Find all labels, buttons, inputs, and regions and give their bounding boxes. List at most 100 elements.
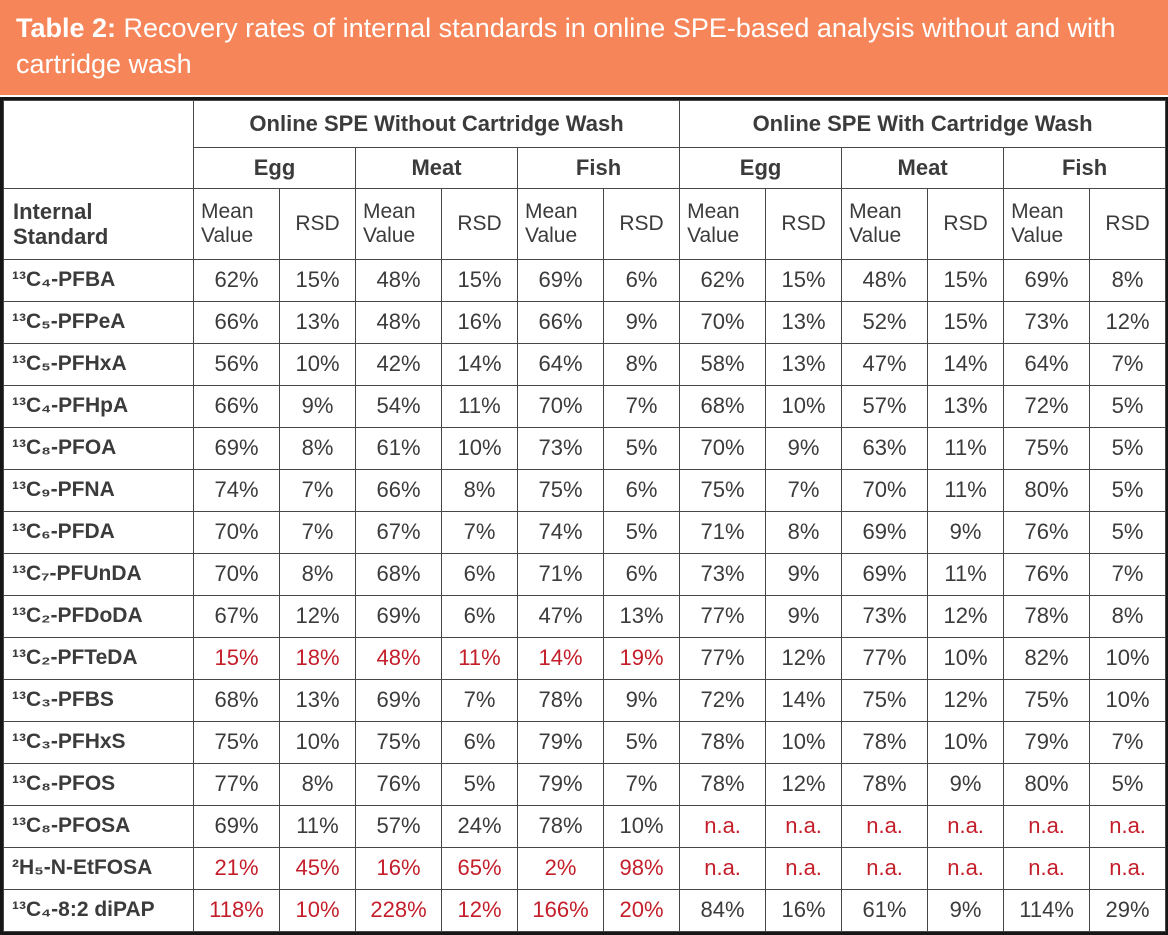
- value-cell: 8%: [279, 762, 356, 806]
- value-cell: 75%: [1003, 426, 1091, 470]
- value-cell: 8%: [441, 468, 518, 512]
- value-cell: n.a.: [841, 804, 929, 848]
- value-cell: 76%: [355, 762, 442, 806]
- value-cell: 6%: [441, 552, 518, 596]
- value-cell: 15%: [279, 258, 356, 302]
- value-cell: 19%: [602, 636, 681, 680]
- value-cell: 70%: [517, 384, 604, 428]
- value-cell: 11%: [441, 384, 518, 428]
- value-cell: 10%: [927, 636, 1005, 680]
- value-cell: 7%: [602, 384, 681, 428]
- value-cell: 78%: [1003, 594, 1091, 638]
- value-cell: 11%: [279, 804, 356, 848]
- value-cell: 78%: [517, 678, 604, 722]
- value-cell: 47%: [517, 594, 604, 638]
- value-cell: 16%: [355, 846, 442, 890]
- value-cell: 16%: [765, 888, 843, 932]
- value-cell: 78%: [841, 720, 929, 764]
- rsd-header: RSD: [927, 187, 1005, 260]
- table-row: ¹³C₄-PFBA 62% 15% 48% 15% 69% 6% 62% 15% 48% 15% 69…: [3, 258, 1167, 302]
- value-cell: 15%: [193, 636, 280, 680]
- value-cell: 10%: [279, 342, 356, 386]
- value-cell: 79%: [517, 762, 604, 806]
- table-row: ¹³C₈-PFOA 69% 8% 61% 10% 73% 5% 70% 9% 63% 11% 75% 5…: [3, 426, 1167, 470]
- table-row: ¹³C₂-PFTeDA 15% 18% 48% 11% 14% 19% 77% 12% 77% 10…: [3, 636, 1167, 680]
- value-cell: n.a.: [1003, 804, 1091, 848]
- value-cell: 9%: [927, 762, 1005, 806]
- value-cell: 78%: [679, 762, 767, 806]
- value-cell: 8%: [1089, 258, 1167, 302]
- value-cell: 75%: [1003, 678, 1091, 722]
- value-cell: 79%: [517, 720, 604, 764]
- table-head: Online SPE Without Cartridge Wash Online…: [3, 99, 1167, 260]
- value-cell: 20%: [602, 888, 681, 932]
- table-body: ¹³C₄-PFBA 62% 15% 48% 15% 69% 6% 62% 15% 48% 15% 69…: [3, 258, 1167, 932]
- rsd-header: RSD: [279, 187, 356, 260]
- value-cell: 8%: [1089, 594, 1167, 638]
- value-cell: 71%: [679, 510, 767, 554]
- value-cell: n.a.: [679, 804, 767, 848]
- rsd-header: RSD: [441, 187, 518, 260]
- value-cell: 68%: [355, 552, 442, 596]
- value-cell: 6%: [441, 720, 518, 764]
- value-cell: 76%: [1003, 552, 1091, 596]
- table-row: ¹³C₈-PFOS 77% 8% 76% 5% 79% 7% 78% 12% 78% 9% 80% 5%: [3, 762, 1167, 806]
- value-cell: 8%: [602, 342, 681, 386]
- value-cell: 9%: [765, 552, 843, 596]
- sample-header-meat: Meat: [355, 146, 518, 189]
- value-cell: 42%: [355, 342, 442, 386]
- value-cell: 6%: [602, 552, 681, 596]
- rsd-header: RSD: [1089, 187, 1167, 260]
- value-cell: 64%: [1003, 342, 1091, 386]
- value-cell: 21%: [193, 846, 280, 890]
- value-cell: 10%: [602, 804, 681, 848]
- internal-standard-name: ¹³C₆-PFDA: [3, 510, 194, 554]
- table-row: ¹³C₃-PFBS 68% 13% 69% 7% 78% 9% 72% 14% 75% 12% 75%…: [3, 678, 1167, 722]
- value-cell: 75%: [355, 720, 442, 764]
- table-row: ²H₅-N-EtFOSA 21% 45% 16% 65% 2% 98% n.a. n.a. n.a…: [3, 846, 1167, 890]
- value-cell: 73%: [1003, 300, 1091, 344]
- group-header-without-wash: Online SPE Without Cartridge Wash: [192, 99, 681, 148]
- mean-value-header: Mean Value: [193, 187, 280, 260]
- value-cell: 69%: [1003, 258, 1091, 302]
- value-cell: n.a.: [765, 804, 843, 848]
- value-cell: 72%: [679, 678, 767, 722]
- value-cell: 10%: [927, 720, 1005, 764]
- value-cell: 7%: [602, 762, 681, 806]
- value-cell: 5%: [1089, 426, 1167, 470]
- value-cell: 74%: [517, 510, 604, 554]
- value-cell: 74%: [193, 468, 280, 512]
- value-cell: 77%: [841, 636, 929, 680]
- value-cell: 114%: [1003, 888, 1091, 932]
- value-cell: 75%: [193, 720, 280, 764]
- value-cell: 57%: [841, 384, 929, 428]
- mean-value-header: Mean Value: [679, 187, 767, 260]
- value-cell: 7%: [441, 678, 518, 722]
- internal-standard-name: ¹³C₂-PFDoDA: [3, 594, 194, 638]
- rsd-header: RSD: [602, 187, 681, 260]
- value-cell: 64%: [517, 342, 604, 386]
- value-cell: n.a.: [1089, 846, 1167, 890]
- value-cell: 6%: [602, 258, 681, 302]
- table-row: ¹³C₂-PFDoDA 67% 12% 69% 6% 47% 13% 77% 9% 73% 12% 7…: [3, 594, 1167, 638]
- value-cell: n.a.: [765, 846, 843, 890]
- recovery-rates-table: Online SPE Without Cartridge Wash Online…: [3, 99, 1167, 932]
- internal-standard-name: ²H₅-N-EtFOSA: [3, 846, 194, 890]
- internal-standard-name: ¹³C₈-PFOSA: [3, 804, 194, 848]
- sample-header-fish: Fish: [516, 146, 681, 189]
- value-cell: 70%: [841, 468, 929, 512]
- value-cell: 7%: [765, 468, 843, 512]
- sample-header-meat: Meat: [841, 146, 1005, 189]
- value-cell: 7%: [279, 510, 356, 554]
- value-cell: 5%: [1089, 468, 1167, 512]
- value-cell: 13%: [927, 384, 1005, 428]
- value-cell: 7%: [1089, 720, 1167, 764]
- internal-standard-name: ¹³C₃-PFHxS: [3, 720, 194, 764]
- value-cell: 48%: [841, 258, 929, 302]
- value-cell: 24%: [441, 804, 518, 848]
- value-cell: 13%: [765, 300, 843, 344]
- table-row: ¹³C₉-PFNA 74% 7% 66% 8% 75% 6% 75% 7% 70% 11% 80% 5%: [3, 468, 1167, 512]
- table-row: ¹³C₅-PFPeA 66% 13% 48% 16% 66% 9% 70% 13% 52% 15% 7…: [3, 300, 1167, 344]
- value-cell: 11%: [927, 468, 1005, 512]
